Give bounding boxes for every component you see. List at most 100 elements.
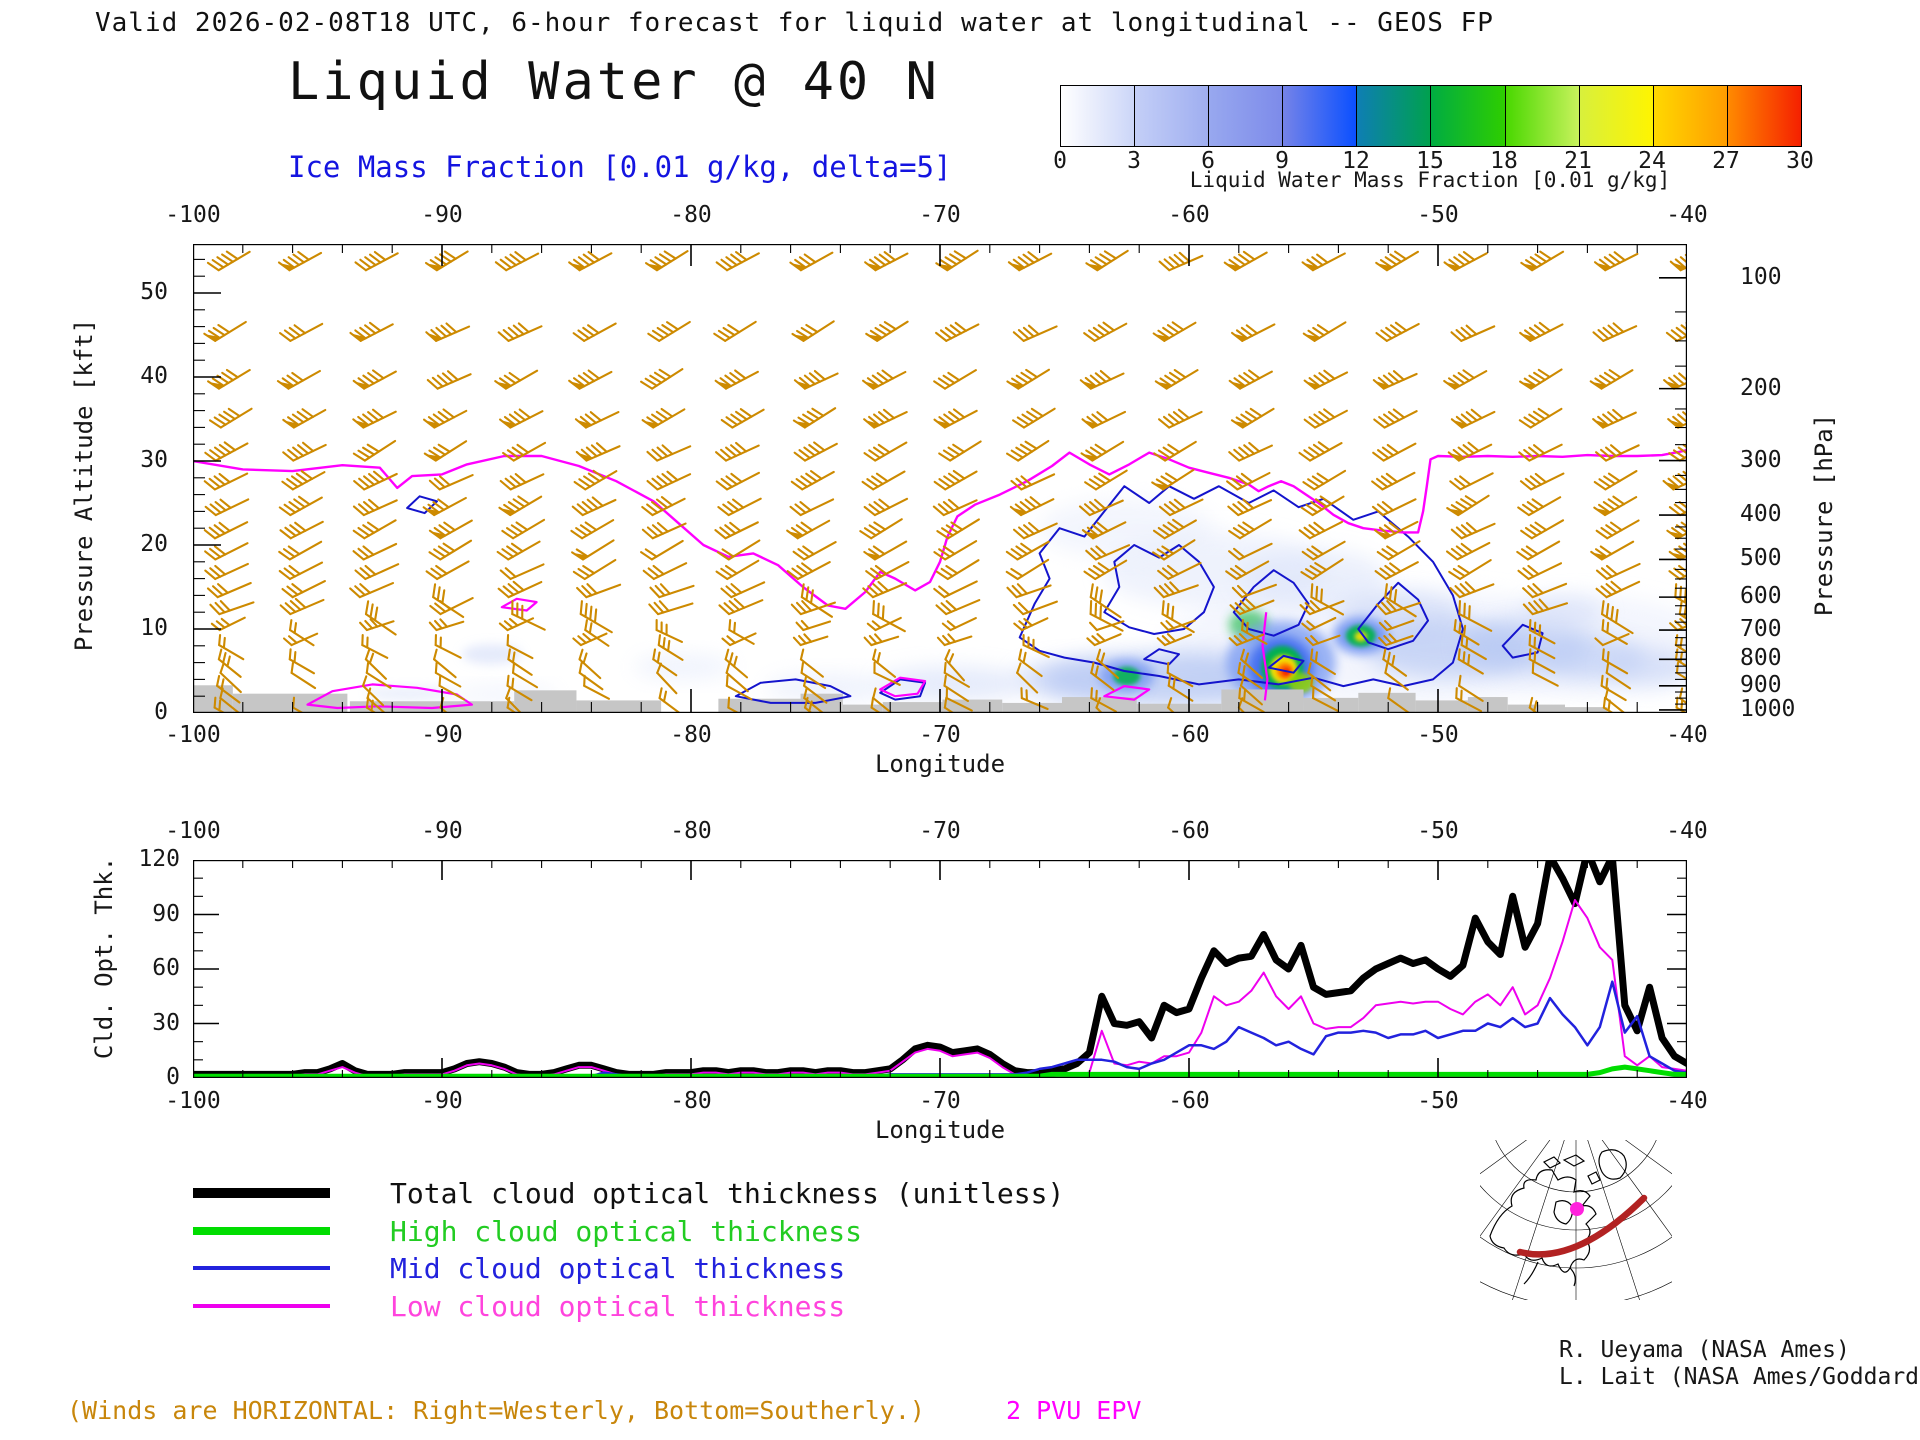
main-bottom-x-tick-label: -100 bbox=[165, 722, 221, 748]
cross-section-point-marker bbox=[1570, 1202, 1584, 1216]
hpa-tick-label: 1000 bbox=[1740, 695, 1796, 722]
main-bottom-x-tick-label: -80 bbox=[670, 722, 712, 748]
colorbar-tick-label: 9 bbox=[1275, 148, 1289, 174]
location-map bbox=[1480, 1140, 1672, 1300]
winds-note: (Winds are HORIZONTAL: Right=Westerly, B… bbox=[67, 1396, 925, 1425]
credit-line-2: L. Lait (NASA Ames/Goddard) bbox=[1559, 1364, 1920, 1390]
legend-item-mid: Mid cloud optical thickness bbox=[193, 1251, 845, 1285]
opt-thk-tick-label: 120 bbox=[138, 846, 180, 872]
colorbar-segment bbox=[1135, 86, 1210, 146]
colorbar-segment bbox=[1505, 86, 1580, 146]
lower-top-x-tick-label: -60 bbox=[1168, 818, 1210, 844]
legend-swatch-total bbox=[193, 1188, 330, 1198]
hpa-tick-label: 500 bbox=[1740, 545, 1782, 572]
legend-label: Mid cloud optical thickness bbox=[390, 1251, 846, 1285]
legend-item-total: Total cloud optical thickness (unitless) bbox=[193, 1176, 1064, 1210]
opt-thk-tick-label: 60 bbox=[152, 955, 180, 981]
pressure-axis-title: Pressure [hPa] bbox=[1810, 413, 1838, 617]
main-bottom-x-tick-label: -50 bbox=[1417, 722, 1459, 748]
main-top-x-tick-label: -40 bbox=[1666, 202, 1708, 228]
legend-item-low: Low cloud optical thickness bbox=[193, 1289, 845, 1323]
map-graticule bbox=[1480, 1140, 1672, 1300]
colorbar-segment bbox=[1209, 86, 1284, 146]
hpa-tick-label: 400 bbox=[1740, 501, 1782, 528]
colorbar-segment bbox=[1727, 86, 1801, 146]
hpa-tick-label: 900 bbox=[1740, 671, 1782, 698]
legend-label: Low cloud optical thickness bbox=[390, 1289, 846, 1323]
lower-bottom-x-tick-label: -40 bbox=[1666, 1088, 1708, 1114]
main-top-x-tick-label: -90 bbox=[421, 202, 463, 228]
kft-tick-label: 40 bbox=[140, 363, 168, 389]
legend-swatch-mid bbox=[193, 1266, 330, 1270]
colorbar-segment bbox=[1653, 86, 1728, 146]
lower-top-x-tick-label: -90 bbox=[421, 818, 463, 844]
colorbar-tick-label: 15 bbox=[1416, 148, 1444, 174]
kft-tick-label: 50 bbox=[140, 279, 168, 305]
colorbar-segment bbox=[1283, 86, 1358, 146]
main-top-x-tick-label: -80 bbox=[670, 202, 712, 228]
cloud-optical-thickness-plot bbox=[193, 860, 1687, 1078]
main-cross-section-plot bbox=[193, 244, 1687, 713]
opt-thk-tick-label: 30 bbox=[152, 1009, 180, 1036]
pressure-altitude-axis-title: Pressure Altitude [kft] bbox=[70, 318, 98, 652]
cross-section-track bbox=[1516, 1194, 1648, 1258]
legend-swatch-low bbox=[193, 1304, 330, 1308]
lower-bottom-x-tick-label: -80 bbox=[670, 1088, 712, 1114]
kft-tick-label: 20 bbox=[140, 531, 168, 557]
lower-bottom-x-tick-label: -90 bbox=[421, 1088, 463, 1114]
main-bottom-x-tick-label: -90 bbox=[421, 722, 463, 748]
longitude-axis-title-lower: Longitude bbox=[874, 1116, 1006, 1144]
opt-thk-tick-label: 0 bbox=[166, 1064, 180, 1090]
main-bottom-x-tick-label: -70 bbox=[919, 722, 961, 748]
colorbar-segment bbox=[1061, 86, 1136, 146]
credit-line-1: R. Ueyama (NASA Ames) bbox=[1559, 1337, 1850, 1363]
map-coastline bbox=[1489, 1149, 1627, 1287]
lower-bottom-x-tick-label: -50 bbox=[1417, 1088, 1459, 1114]
colorbar bbox=[1060, 85, 1802, 147]
colorbar-tick-label: 12 bbox=[1342, 148, 1370, 174]
lower-bottom-x-tick-label: -70 bbox=[919, 1088, 961, 1114]
cloud-optical-thickness-axis-title: Cld. Opt. Thk. bbox=[90, 856, 118, 1060]
colorbar-tick-label: 24 bbox=[1638, 148, 1666, 174]
longitude-axis-title-main: Longitude bbox=[874, 750, 1006, 778]
lower-top-x-tick-label: -100 bbox=[165, 818, 221, 844]
hpa-tick-label: 200 bbox=[1740, 374, 1782, 401]
colorbar-tick-label: 0 bbox=[1053, 148, 1067, 174]
colorbar-tick-label: 21 bbox=[1564, 148, 1592, 174]
colorbar-tick-label: 6 bbox=[1201, 148, 1215, 174]
legend-swatch-high bbox=[193, 1227, 330, 1235]
main-top-x-tick-label: -70 bbox=[919, 202, 961, 228]
colorbar-caption: Liquid Water Mass Fraction [0.01 g/kg] bbox=[1189, 168, 1671, 192]
hpa-tick-label: 800 bbox=[1740, 645, 1782, 672]
main-top-x-tick-label: -50 bbox=[1417, 202, 1459, 228]
main-bottom-x-tick-label: -40 bbox=[1666, 722, 1708, 748]
legend-label: Total cloud optical thickness (unitless) bbox=[390, 1176, 1065, 1210]
legend-label: High cloud optical thickness bbox=[390, 1214, 863, 1248]
kft-tick-label: 0 bbox=[154, 699, 168, 725]
kft-tick-label: 30 bbox=[140, 447, 168, 473]
legend-item-high: High cloud optical thickness bbox=[193, 1214, 862, 1248]
main-top-x-tick-label: -100 bbox=[165, 202, 221, 228]
lower-bottom-x-tick-label: -100 bbox=[165, 1088, 221, 1114]
colorbar-segment bbox=[1357, 86, 1432, 146]
hpa-tick-label: 100 bbox=[1740, 263, 1782, 290]
colorbar-tick-label: 3 bbox=[1127, 148, 1141, 174]
colorbar-segment bbox=[1431, 86, 1506, 146]
main-top-x-tick-label: -60 bbox=[1168, 202, 1210, 228]
colorbar-segment bbox=[1579, 86, 1654, 146]
lower-top-x-tick-label: -70 bbox=[919, 818, 961, 844]
lower-top-x-tick-label: -50 bbox=[1417, 818, 1459, 844]
page-title: Liquid Water @ 40 N bbox=[288, 52, 940, 112]
hpa-tick-label: 700 bbox=[1740, 616, 1782, 643]
opt-thk-tick-label: 90 bbox=[152, 900, 180, 927]
lower-top-x-tick-label: -40 bbox=[1666, 818, 1708, 844]
hpa-tick-label: 600 bbox=[1740, 583, 1782, 610]
lower-bottom-x-tick-label: -60 bbox=[1168, 1088, 1210, 1114]
lower-top-x-tick-label: -80 bbox=[670, 818, 712, 844]
main-bottom-x-tick-label: -60 bbox=[1168, 722, 1210, 748]
colorbar-tick-label: 30 bbox=[1786, 148, 1814, 174]
valid-time-line: Valid 2026-02-08T18 UTC, 6-hour forecast… bbox=[95, 8, 1494, 38]
ice-mass-fraction-subtitle: Ice Mass Fraction [0.01 g/kg, delta=5] bbox=[288, 150, 952, 184]
hpa-tick-label: 300 bbox=[1740, 446, 1782, 473]
